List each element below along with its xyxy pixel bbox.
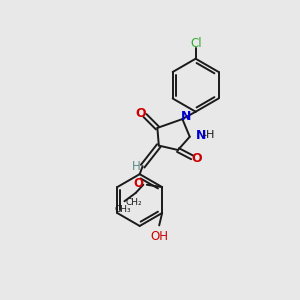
Text: O: O bbox=[136, 107, 146, 120]
Text: CH₃: CH₃ bbox=[115, 206, 131, 214]
Text: N: N bbox=[181, 110, 191, 123]
Text: O: O bbox=[191, 152, 202, 165]
Text: N: N bbox=[196, 129, 207, 142]
Text: -H: -H bbox=[202, 130, 215, 140]
Text: OH: OH bbox=[150, 230, 168, 242]
Text: O: O bbox=[133, 177, 143, 190]
Text: CH₂: CH₂ bbox=[126, 198, 142, 207]
Text: Cl: Cl bbox=[190, 37, 202, 50]
Text: H: H bbox=[132, 160, 140, 173]
